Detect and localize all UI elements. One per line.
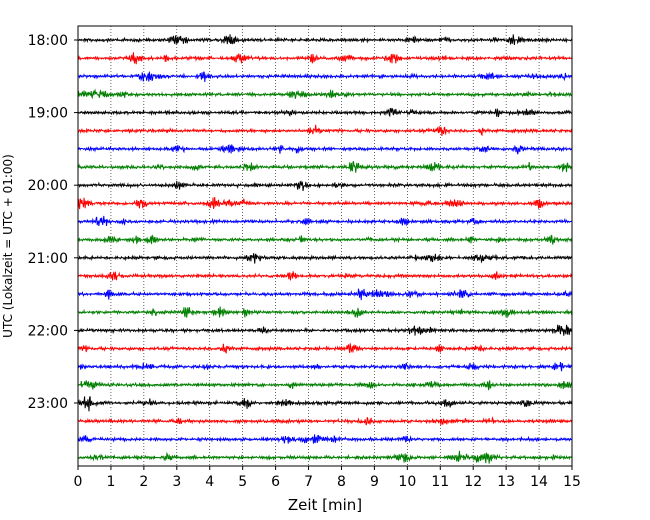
trace-layer [77, 34, 573, 464]
trace-line [77, 450, 573, 464]
x-tick-label: 2 [139, 474, 148, 490]
trace-line [77, 380, 573, 391]
x-tick-label: 13 [497, 474, 515, 490]
trace-line [77, 215, 573, 227]
trace-line [77, 361, 573, 372]
trace-line [77, 52, 573, 65]
trace-line [77, 107, 573, 118]
y-tick-label: 22:00 [28, 323, 68, 339]
trace-line [77, 71, 573, 83]
trace-line [77, 34, 573, 46]
x-tick-label: 7 [304, 474, 313, 490]
trace-line [77, 160, 573, 173]
trace-line [77, 253, 573, 264]
plot-frame [77, 25, 573, 467]
x-axis-label: Zeit [min] [288, 496, 362, 514]
x-tick-label: 10 [398, 474, 416, 490]
trace-line [77, 288, 573, 301]
y-tick-label: 23:00 [28, 396, 68, 412]
x-tick-label: 4 [205, 474, 214, 490]
trace-line [77, 324, 573, 336]
trace-line [77, 306, 573, 319]
x-tick-label: 3 [172, 474, 181, 490]
x-tick-label: 1 [106, 474, 115, 490]
x-tick-label: 0 [74, 474, 83, 490]
y-tick-label: 18:00 [28, 33, 68, 49]
trace-line [77, 234, 573, 245]
y-axis: 18:00 19:00 20:00 21:00 22:00 23:00 [28, 33, 78, 412]
trace-line [77, 196, 573, 210]
x-tick-label: 11 [431, 474, 449, 490]
x-axis: 0 1 2 3 4 5 6 7 8 9 10 11 12 13 14 15 [74, 466, 581, 490]
vertical-grid [110, 26, 540, 466]
y-tick-label: 21:00 [28, 251, 68, 267]
x-tick-label: 9 [370, 474, 379, 490]
trace-line [77, 88, 573, 100]
trace-line [77, 143, 573, 155]
trace-line [77, 180, 573, 192]
y-tick-label: 19:00 [28, 106, 68, 122]
x-tick-label: 5 [238, 474, 247, 490]
x-tick-label: 6 [271, 474, 280, 490]
x-tick-label: 12 [464, 474, 482, 490]
trace-line [77, 271, 573, 281]
trace-line [77, 396, 573, 412]
x-tick-label: 14 [530, 474, 548, 490]
x-tick-label: 15 [563, 474, 581, 490]
y-axis-label: UTC (Lokalzeit = UTC + 01:00) [1, 154, 15, 338]
x-tick-label: 8 [337, 474, 346, 490]
trace-line [77, 343, 573, 354]
trace-line [77, 416, 573, 426]
trace-line [77, 124, 573, 137]
trace-line [77, 434, 573, 444]
y-tick-label: 20:00 [28, 178, 68, 194]
